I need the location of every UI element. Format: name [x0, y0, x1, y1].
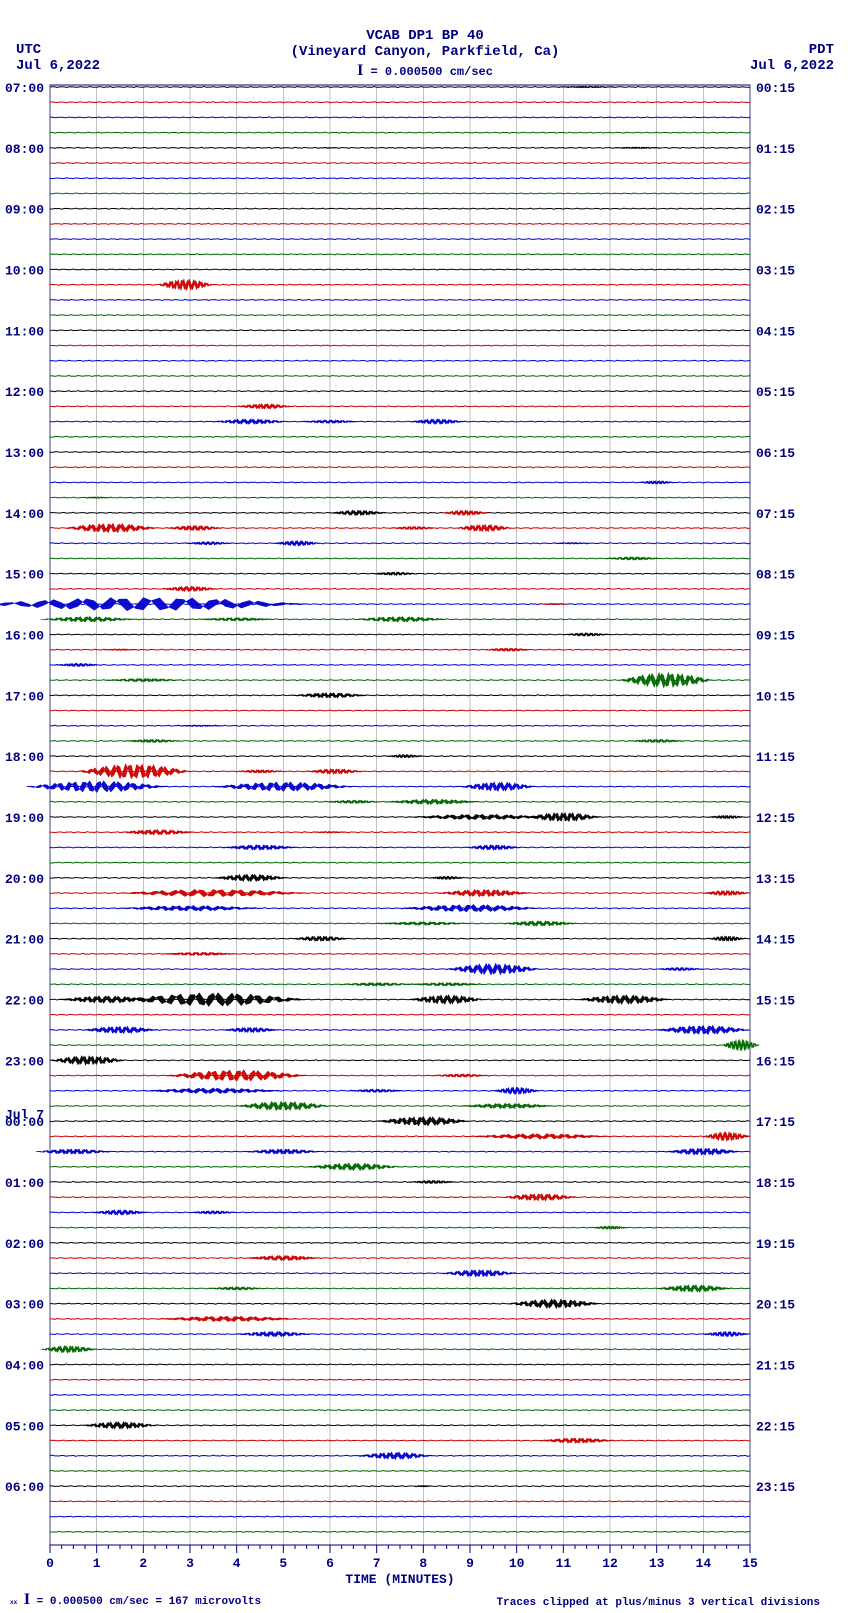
- svg-text:12:00: 12:00: [5, 385, 44, 400]
- svg-text:20:15: 20:15: [756, 1298, 795, 1313]
- svg-text:2: 2: [139, 1556, 147, 1571]
- svg-text:02:15: 02:15: [756, 203, 795, 218]
- svg-text:3: 3: [186, 1556, 194, 1571]
- svg-text:01:00: 01:00: [5, 1176, 44, 1191]
- svg-text:17:00: 17:00: [5, 689, 44, 704]
- svg-text:16:15: 16:15: [756, 1054, 795, 1069]
- svg-text:14: 14: [696, 1556, 712, 1571]
- svg-text:07:00: 07:00: [5, 81, 44, 96]
- svg-text:18:00: 18:00: [5, 750, 44, 765]
- svg-text:14:15: 14:15: [756, 933, 795, 948]
- svg-text:12:15: 12:15: [756, 811, 795, 826]
- svg-text:05:00: 05:00: [5, 1419, 44, 1434]
- svg-text:20:00: 20:00: [5, 872, 44, 887]
- svg-text:21:15: 21:15: [756, 1359, 795, 1374]
- svg-text:01:15: 01:15: [756, 142, 795, 157]
- svg-text:19:00: 19:00: [5, 811, 44, 826]
- svg-text:15: 15: [742, 1556, 758, 1571]
- svg-text:4: 4: [233, 1556, 241, 1571]
- svg-text:09:15: 09:15: [756, 629, 795, 644]
- svg-text:06:00: 06:00: [5, 1480, 44, 1495]
- svg-text:15:15: 15:15: [756, 994, 795, 1009]
- svg-text:09:00: 09:00: [5, 203, 44, 218]
- svg-text:22:00: 22:00: [5, 994, 44, 1009]
- svg-text:15:00: 15:00: [5, 568, 44, 583]
- svg-text:08:00: 08:00: [5, 142, 44, 157]
- svg-text:03:00: 03:00: [5, 1298, 44, 1313]
- svg-text:13:00: 13:00: [5, 446, 44, 461]
- svg-text:05:15: 05:15: [756, 385, 795, 400]
- svg-text:17:15: 17:15: [756, 1115, 795, 1130]
- seismogram-container: VCAB DP1 BP 40 (Vineyard Canyon, Parkfie…: [0, 0, 850, 1613]
- svg-text:14:00: 14:00: [5, 507, 44, 522]
- svg-text:07:15: 07:15: [756, 507, 795, 522]
- svg-text:04:15: 04:15: [756, 324, 795, 339]
- svg-text:08:15: 08:15: [756, 568, 795, 583]
- svg-text:6: 6: [326, 1556, 334, 1571]
- svg-text:TIME (MINUTES): TIME (MINUTES): [345, 1572, 454, 1587]
- svg-text:11: 11: [556, 1556, 572, 1571]
- svg-text:21:00: 21:00: [5, 933, 44, 948]
- seismogram-plot: 07:00 08:00 09:00 10:00 11:00 12:00 13:00 14:00…: [0, 0, 850, 1613]
- footer-left: xx I = 0.000500 cm/sec = 167 microvolts: [10, 1591, 261, 1609]
- svg-text:0: 0: [46, 1556, 54, 1571]
- svg-text:10:15: 10:15: [756, 689, 795, 704]
- svg-text:7: 7: [373, 1556, 381, 1571]
- svg-text:5: 5: [279, 1556, 287, 1571]
- svg-text:23:00: 23:00: [5, 1054, 44, 1069]
- svg-text:19:15: 19:15: [756, 1237, 795, 1252]
- svg-text:00:15: 00:15: [756, 81, 795, 96]
- svg-text:11:00: 11:00: [5, 324, 44, 339]
- svg-text:06:15: 06:15: [756, 446, 795, 461]
- svg-text:10:00: 10:00: [5, 264, 44, 279]
- svg-text:9: 9: [466, 1556, 474, 1571]
- svg-text:11:15: 11:15: [756, 750, 795, 765]
- svg-text:18:15: 18:15: [756, 1176, 795, 1191]
- svg-text:16:00: 16:00: [5, 629, 44, 644]
- svg-text:13: 13: [649, 1556, 665, 1571]
- svg-text:10: 10: [509, 1556, 525, 1571]
- svg-text:12: 12: [602, 1556, 618, 1571]
- footer-right: Traces clipped at plus/minus 3 vertical …: [497, 1597, 820, 1609]
- svg-text:03:15: 03:15: [756, 264, 795, 279]
- svg-text:02:00: 02:00: [5, 1237, 44, 1252]
- svg-text:04:00: 04:00: [5, 1359, 44, 1374]
- svg-text:22:15: 22:15: [756, 1419, 795, 1434]
- svg-text:1: 1: [93, 1556, 101, 1571]
- svg-text:13:15: 13:15: [756, 872, 795, 887]
- svg-text:23:15: 23:15: [756, 1480, 795, 1495]
- svg-text:00:00: 00:00: [5, 1115, 44, 1130]
- svg-text:8: 8: [419, 1556, 427, 1571]
